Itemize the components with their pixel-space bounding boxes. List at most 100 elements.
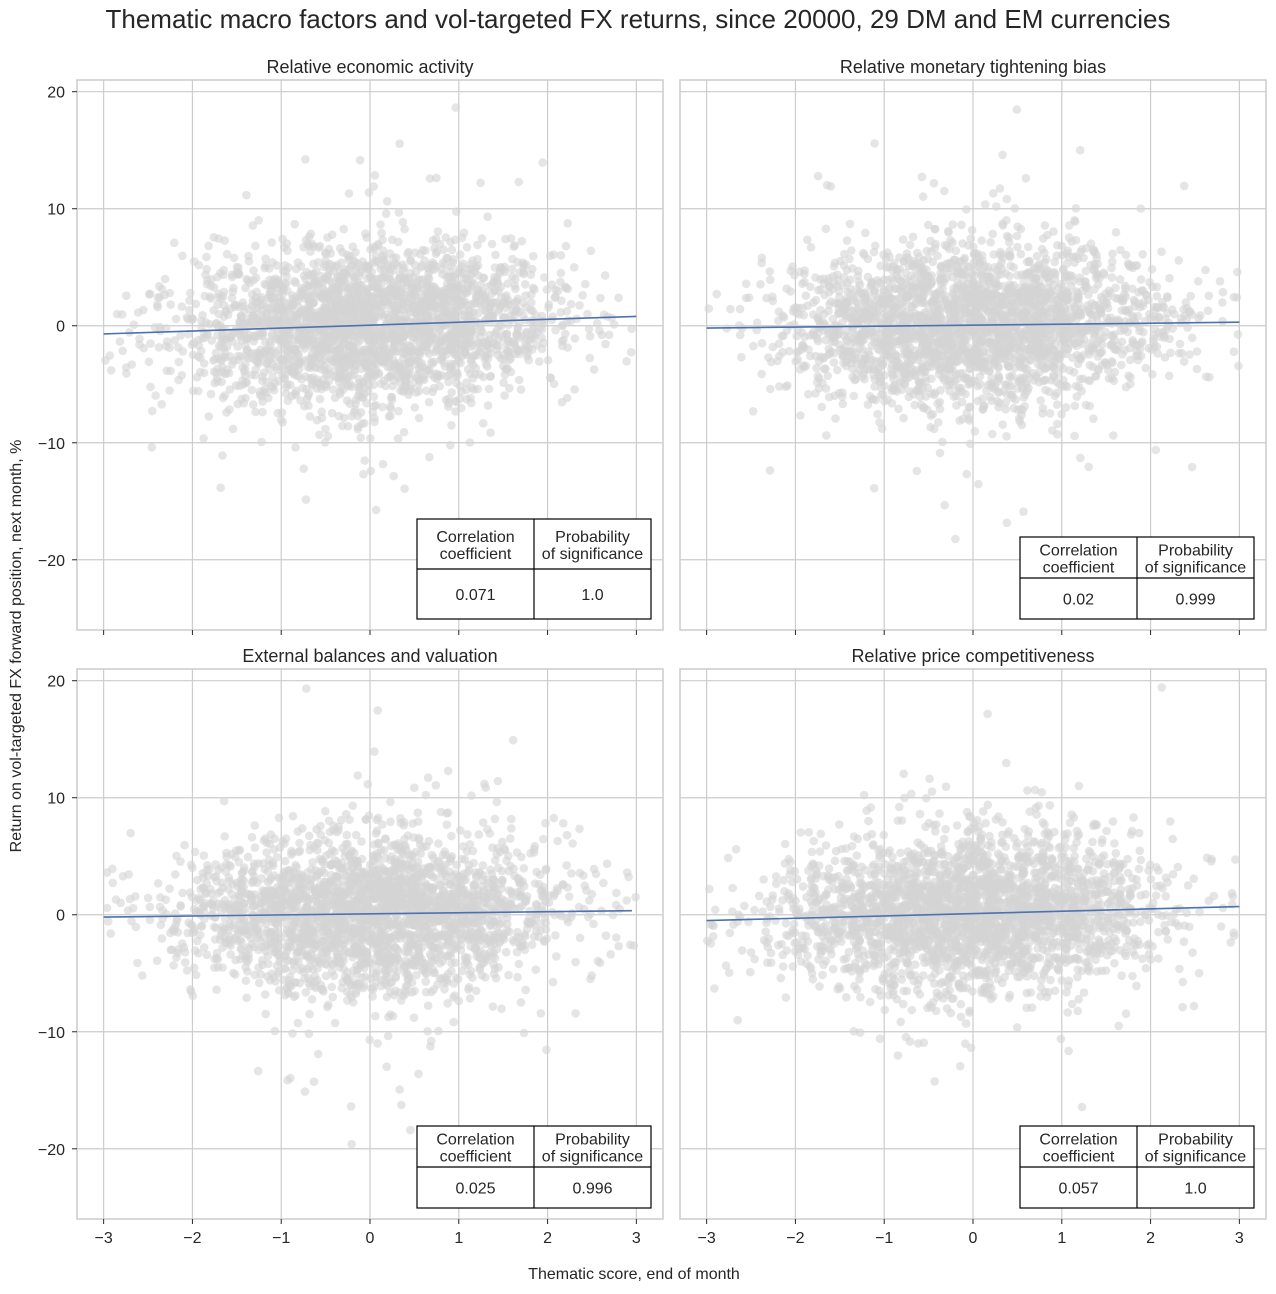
scatter-point — [343, 421, 353, 431]
scatter-point — [812, 363, 821, 373]
scatter-point — [473, 240, 482, 250]
scatter-point — [366, 319, 375, 328]
scatter-point — [1010, 363, 1019, 373]
scatter-point — [378, 402, 387, 412]
scatter-point — [370, 171, 380, 180]
scatter-point — [881, 344, 890, 354]
scatter-point — [267, 294, 276, 303]
y-tick-label: 10 — [47, 202, 65, 219]
scatter-point — [1040, 221, 1050, 230]
scatter-point — [600, 271, 610, 280]
scatter-point — [825, 392, 834, 402]
scatter-point — [361, 306, 371, 316]
scatter-point — [962, 469, 972, 479]
scatter-point — [902, 249, 912, 258]
scatter-point — [259, 368, 269, 377]
scatter-point — [122, 369, 131, 378]
scatter-point — [431, 234, 441, 244]
scatter-point — [826, 297, 836, 306]
scatter-point — [297, 375, 307, 384]
scatter-point — [165, 288, 175, 298]
scatter-point — [1036, 396, 1045, 405]
scatter-point — [283, 286, 292, 296]
scatter-point — [1152, 282, 1162, 292]
scatter-point — [394, 406, 403, 416]
scatter-point — [355, 155, 365, 165]
scatter-point — [875, 278, 884, 287]
scatter-point — [1002, 194, 1012, 204]
scatter-point — [153, 302, 162, 312]
scatter-point — [227, 293, 237, 303]
scatter-point — [418, 374, 428, 383]
scatter-point — [244, 251, 253, 261]
scatter-point — [712, 289, 721, 299]
scatter-point — [544, 300, 554, 309]
scatter-point — [218, 292, 228, 301]
scatter-point — [1002, 216, 1011, 225]
scatter-point — [325, 287, 335, 297]
scatter-point — [988, 189, 998, 198]
scatter-point — [585, 353, 595, 363]
scatter-point — [1021, 173, 1031, 183]
scatter-point — [433, 227, 443, 236]
scatter-point — [342, 396, 352, 405]
scatter-point — [851, 338, 860, 347]
scatter-point — [445, 370, 455, 379]
scatter-point — [286, 366, 295, 376]
scatter-point — [546, 373, 555, 382]
scatter-point — [239, 380, 248, 389]
scatter-point — [502, 345, 511, 355]
scatter-point — [471, 364, 481, 373]
scatter-point — [1186, 291, 1195, 301]
scatter-point — [410, 305, 420, 315]
scatter-point — [241, 393, 250, 403]
scatter-point — [466, 342, 476, 351]
scatter-point — [434, 329, 443, 338]
scatter-point — [268, 309, 277, 318]
scatter-point — [508, 254, 517, 264]
scatter-point — [514, 375, 524, 385]
scatter-point — [248, 221, 258, 230]
scatter-point — [1097, 347, 1107, 357]
scatter-point — [878, 390, 888, 399]
scatter-point — [291, 443, 300, 452]
scatter-point — [556, 268, 566, 278]
scatter-point — [863, 254, 873, 264]
scatter-point — [459, 274, 469, 283]
scatter-point — [981, 200, 990, 209]
scatter-point — [368, 298, 377, 307]
scatter-point — [861, 228, 870, 238]
scatter-point — [485, 349, 495, 358]
scatter-point — [1118, 350, 1127, 359]
scatter-point — [291, 293, 301, 302]
scatter-point — [383, 286, 392, 295]
scatter-point — [335, 365, 344, 374]
scatter-point — [894, 404, 903, 414]
scatter-point — [1037, 244, 1047, 254]
scatter-point — [455, 322, 465, 331]
stats-value: 0.071 — [455, 587, 495, 604]
scatter-point — [425, 365, 434, 375]
scatter-point — [415, 367, 425, 377]
scatter-point — [344, 381, 353, 391]
scatter-point — [1232, 293, 1242, 302]
scatter-point — [273, 283, 282, 293]
scatter-point — [833, 365, 842, 375]
scatter-point — [160, 274, 170, 284]
scatter-point — [515, 268, 525, 277]
scatter-point — [417, 359, 427, 368]
scatter-point — [877, 336, 887, 346]
scatter-point — [425, 174, 435, 183]
scatter-point — [1074, 382, 1084, 392]
scatter-point — [399, 427, 409, 437]
scatter-point — [417, 261, 426, 270]
scatter-point — [584, 324, 594, 334]
scatter-point — [293, 258, 303, 267]
scatter-point — [863, 400, 873, 409]
scatter-point — [1157, 247, 1166, 256]
scatter-point — [253, 316, 263, 325]
scatter-point — [1103, 318, 1112, 328]
scatter-point — [296, 307, 306, 316]
scatter-point — [478, 273, 488, 283]
scatter-point — [351, 395, 361, 405]
